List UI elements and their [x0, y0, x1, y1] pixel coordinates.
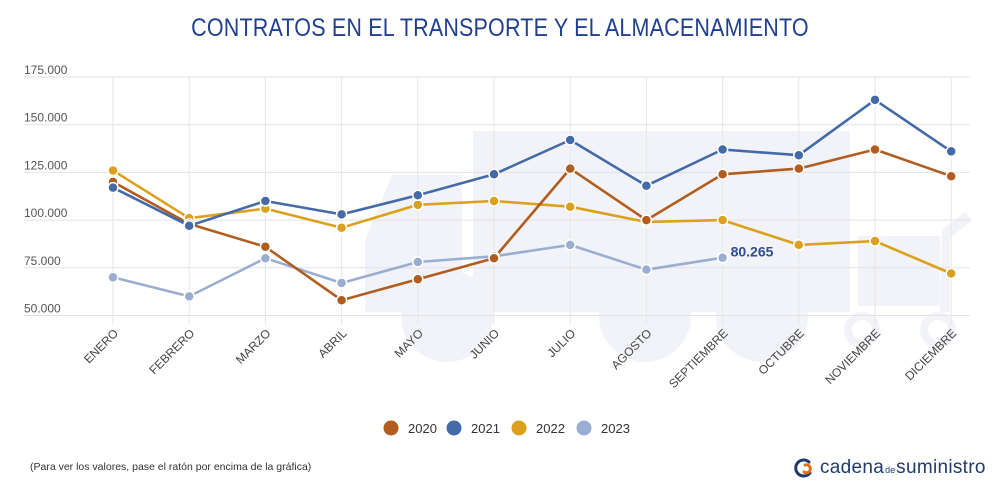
data-point-2022 — [488, 195, 500, 207]
data-point-2022 — [945, 267, 957, 280]
legend-swatch-2020 — [383, 420, 399, 436]
data-point-2021 — [945, 145, 957, 158]
legend[interactable]: 2020 2021 2022 2023 — [383, 420, 630, 437]
annotations: 80.265 — [731, 244, 774, 260]
chain-logo-icon — [794, 458, 812, 478]
brand-part-1: cadena — [820, 457, 885, 478]
series-lines — [112, 98, 952, 302]
x-tick-label: ENERO — [81, 326, 121, 366]
y-tick-label: 175.000 — [24, 63, 68, 77]
legend-label-2022: 2022 — [536, 421, 565, 436]
series-line-2021 — [112, 98, 952, 228]
data-point-2023 — [564, 239, 576, 251]
data-point-2021 — [183, 220, 195, 232]
data-point-2021 — [412, 189, 424, 202]
truck-watermark-icon — [365, 131, 972, 362]
x-tick-label: JULIO — [544, 326, 578, 360]
data-point-2022 — [716, 214, 729, 226]
y-tick-label: 50.000 — [24, 301, 61, 315]
legend-swatch-2022 — [511, 420, 527, 436]
data-point-2020 — [945, 170, 957, 182]
data-point-2020 — [335, 294, 348, 306]
data-point-2023 — [259, 252, 272, 264]
data-point-2021 — [259, 195, 272, 207]
data-point-2022 — [793, 239, 805, 251]
series-points — [107, 94, 957, 306]
data-point-2023 — [335, 277, 348, 289]
data-point-2023 — [412, 256, 424, 268]
data-point-2023 — [640, 263, 653, 276]
data-point-2023 — [107, 271, 119, 284]
x-tick-label: FEBRERO — [146, 326, 197, 377]
legend-label-2021: 2021 — [471, 421, 500, 436]
legend-label-2023: 2023 — [601, 421, 630, 436]
data-point-2021 — [793, 149, 805, 161]
data-point-2020 — [640, 214, 653, 226]
data-point-2022 — [564, 200, 576, 213]
data-point-2021 — [488, 168, 500, 181]
y-axis: 175.000 150.000 125.000 100.000 75.000 50.000 — [24, 63, 68, 315]
y-tick-label: 75.000 — [24, 254, 61, 268]
y-tick-label: 150.000 — [24, 111, 68, 125]
data-point-2021 — [335, 208, 348, 221]
data-point-2021 — [716, 143, 729, 156]
data-point-2020 — [793, 162, 805, 175]
data-point-2021 — [564, 134, 576, 146]
x-tick-label: DICIEMBRE — [902, 326, 959, 383]
data-point-2021 — [640, 179, 653, 192]
data-point-2020 — [564, 162, 576, 175]
series-line-2020 — [112, 148, 952, 302]
brand-logo[interactable]: cadenadesuministro — [793, 455, 986, 481]
data-label: 80.265 — [731, 244, 774, 260]
chart-title: CONTRATOS EN EL TRANSPORTE Y EL ALMACENA… — [191, 14, 809, 42]
data-point-2023 — [716, 251, 729, 264]
data-point-2021 — [869, 94, 881, 106]
x-tick-label: ABRIL — [315, 326, 350, 361]
series-line-2022 — [112, 169, 952, 275]
y-tick-label: 125.000 — [24, 158, 68, 172]
data-point-2022 — [107, 164, 119, 177]
y-tick-label: 100.000 — [24, 206, 68, 220]
legend-swatch-2023 — [576, 420, 592, 436]
data-point-2020 — [869, 143, 881, 156]
data-point-2020 — [412, 273, 424, 285]
x-tick-label: MARZO — [233, 326, 274, 367]
brand-part-3: suministro — [896, 457, 986, 478]
legend-swatch-2021 — [446, 420, 462, 436]
x-axis: ENERO FEBRERO MARZO ABRIL MAYO JUNIO JULIO AGOS… — [81, 326, 959, 391]
data-point-2022 — [869, 235, 881, 247]
data-point-2020 — [716, 168, 729, 181]
data-point-2022 — [412, 199, 424, 211]
data-point-2022 — [335, 221, 348, 234]
data-point-2021 — [107, 181, 119, 194]
brand-part-2: de — [885, 465, 896, 475]
data-point-2020 — [259, 241, 272, 253]
data-point-2020 — [488, 252, 500, 264]
legend-label-2020: 2020 — [408, 421, 437, 436]
brand-name: cadenadesuministro — [820, 457, 986, 479]
data-point-2023 — [183, 290, 195, 303]
footnote: (Para ver los valores, pase el ratón por… — [30, 461, 312, 473]
